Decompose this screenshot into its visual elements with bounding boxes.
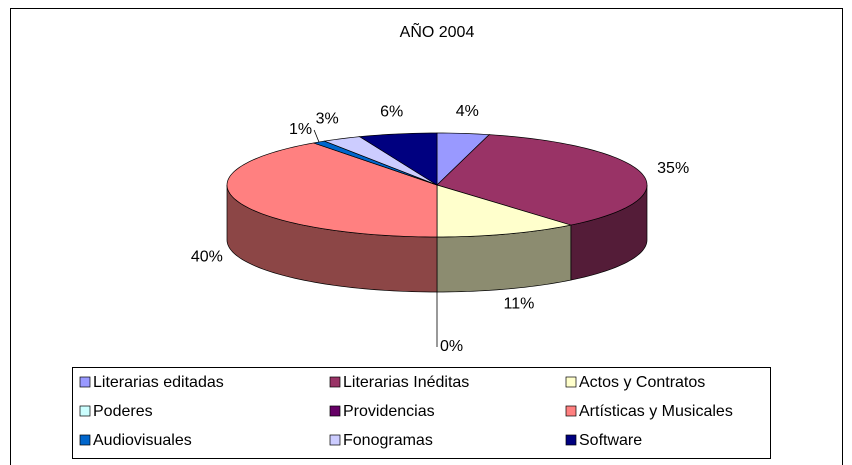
pie-slice — [436, 184, 571, 238]
legend-label: Poderes — [93, 403, 153, 420]
legend-label: Actos y Contratos — [579, 374, 705, 391]
legend-swatch — [565, 376, 577, 388]
data-label: 11% — [504, 295, 535, 312]
data-label: 35% — [657, 160, 689, 177]
data-label: 1% — [289, 121, 312, 138]
data-label: 4% — [456, 103, 479, 120]
legend-label: Artísticas y Musicales — [579, 403, 733, 420]
legend-label: Literarias editadas — [93, 374, 224, 391]
data-label: 6% — [380, 104, 403, 121]
legend-swatch — [79, 405, 91, 417]
legend-box — [72, 367, 771, 459]
chart-title: AÑO 2004 — [400, 21, 475, 41]
legend-label: Fonogramas — [343, 432, 433, 449]
legend-swatch — [329, 405, 341, 417]
legend-swatch — [79, 376, 91, 388]
leader-line — [313, 129, 320, 143]
legend-swatch — [329, 376, 341, 388]
legend-label: Literarias Inéditas — [343, 374, 469, 391]
data-label: 3% — [316, 110, 339, 127]
legend-swatch — [565, 434, 577, 446]
pie-slice — [436, 134, 648, 226]
chart-border — [10, 8, 843, 465]
legend-label: Providencias — [343, 403, 435, 420]
pie-slice — [323, 136, 438, 186]
data-label: 0% — [440, 338, 463, 355]
pie-slice — [358, 132, 438, 186]
legend-label: Software — [579, 432, 642, 449]
pie-slice — [226, 142, 438, 238]
legend-swatch — [565, 405, 577, 417]
legend-label: Audiovisuales — [93, 432, 192, 449]
legend-swatch — [79, 434, 91, 446]
data-label: 40% — [191, 249, 223, 266]
legend-swatch — [329, 434, 341, 446]
